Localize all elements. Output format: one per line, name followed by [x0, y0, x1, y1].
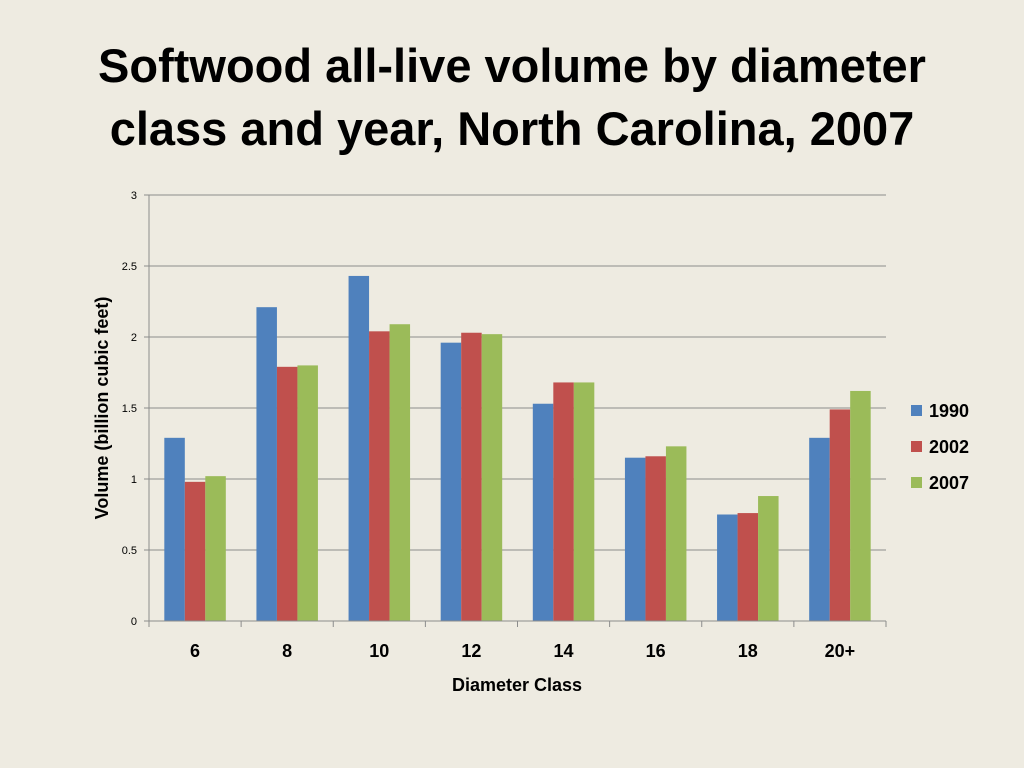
legend-label-2007: 2007: [929, 473, 969, 493]
x-tick-label: 18: [738, 641, 758, 661]
bar-2002-8: [276, 366, 298, 621]
bar-1990-20+: [809, 437, 830, 621]
bar-2007-8: [297, 365, 318, 621]
bar-2007-14: [573, 382, 595, 621]
bar-1990-12: [440, 342, 462, 621]
bar-2007-18: [758, 496, 779, 621]
bar-1990-10: [348, 275, 370, 621]
x-axis-title: Diameter Class: [452, 675, 582, 695]
legend-swatch-1990: [911, 405, 922, 416]
legend: 1990 2002 2007: [911, 401, 969, 493]
bar-2002-12: [461, 332, 482, 621]
bars: [164, 275, 871, 621]
y-axis-ticks: 0 0.5 1 1.5 2 2.5 3: [122, 190, 149, 628]
bar-1990-6: [164, 437, 185, 621]
x-tick-label: 6: [190, 641, 200, 661]
slide-title: Softwood all-live volume by diameter cla…: [40, 34, 984, 160]
bar-2002-14: [553, 382, 574, 621]
bar-2002-16: [645, 456, 666, 621]
bar-2002-18: [737, 513, 759, 621]
bar-2007-20+: [850, 390, 871, 621]
y-tick-label: 3: [131, 190, 137, 202]
bar-2007-16: [665, 446, 687, 621]
x-tick-label: 16: [646, 641, 666, 661]
bar-2007-10: [389, 324, 411, 621]
bar-2007-12: [481, 334, 503, 621]
y-tick-label: 1: [131, 474, 137, 486]
x-axis-ticks: 6 8 10 12 14 16 18 20+: [148, 621, 887, 661]
bar-1990-8: [256, 307, 277, 621]
x-tick-label: 12: [461, 641, 481, 661]
legend-swatch-2002: [911, 441, 922, 452]
bar-2002-20+: [829, 409, 851, 621]
x-tick-label: 14: [554, 641, 574, 661]
y-tick-label: 2.5: [122, 261, 137, 273]
bar-1990-16: [624, 457, 646, 621]
bar-2007-6: [205, 476, 226, 621]
x-tick-label: 8: [282, 641, 292, 661]
bar-1990-14: [532, 403, 554, 621]
x-tick-label: 20+: [825, 641, 856, 661]
legend-label-2002: 2002: [929, 437, 969, 457]
y-axis-title: Volume (billion cubic feet): [92, 297, 112, 520]
y-tick-label: 2: [131, 332, 137, 344]
slide-title-line-2: class and year, North Carolina, 2007: [109, 102, 915, 155]
legend-label-1990: 1990: [929, 401, 969, 421]
x-tick-label: 10: [369, 641, 389, 661]
y-tick-label: 0.5: [122, 545, 137, 557]
bar-2002-6: [184, 481, 206, 621]
y-tick-label: 0: [131, 616, 137, 628]
bar-2002-10: [369, 331, 390, 621]
slide-title-line-1: Softwood all-live volume by diameter: [98, 39, 926, 92]
legend-swatch-2007: [911, 477, 922, 488]
y-tick-label: 1.5: [122, 403, 137, 415]
bar-1990-18: [717, 514, 738, 621]
